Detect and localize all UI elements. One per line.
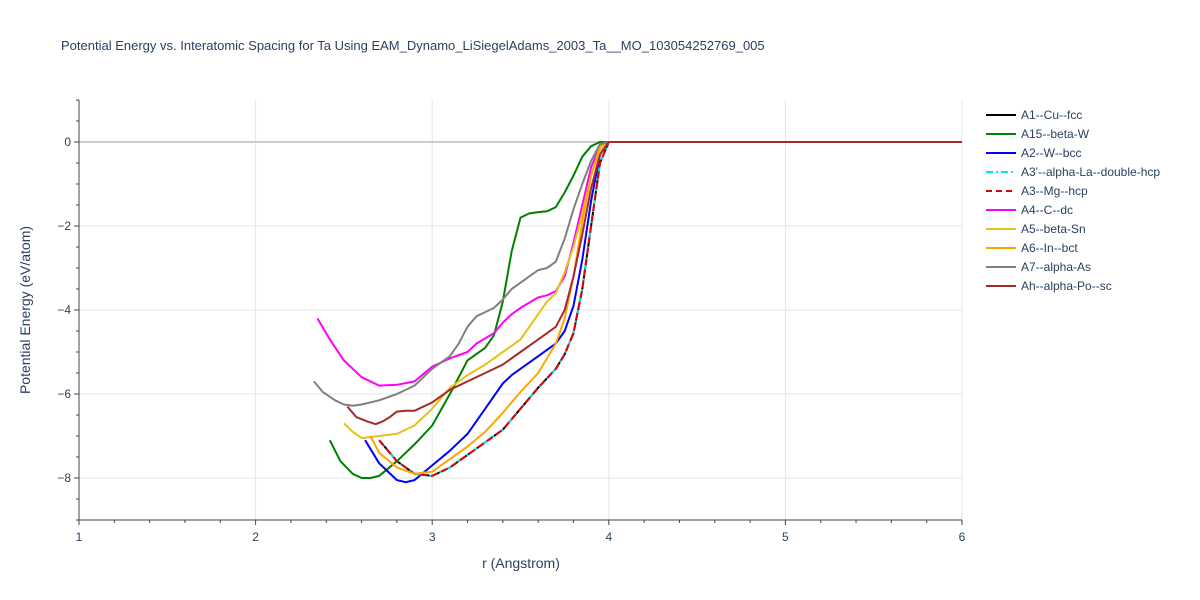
legend-item[interactable]: A3'--alpha-La--double-hcp (986, 165, 1160, 179)
legend-label: A4--C--dc (1021, 203, 1073, 217)
y-tick-label: −6 (57, 387, 71, 401)
series-line-A2--W--bcc (364, 141, 962, 484)
legend-label: A1--Cu--fcc (1021, 108, 1082, 122)
y-axis-title: Potential Energy (eV/atom) (17, 226, 33, 394)
series-line-A3--Mg--hcp (378, 141, 962, 477)
legend-label: A6--In--bct (1021, 241, 1078, 255)
legend-label: A3--Mg--hcp (1021, 184, 1088, 198)
x-axis-title: r (Angstrom) (482, 555, 560, 571)
legend[interactable]: A1--Cu--fcc A15--beta-W A2--W--bcc A3'--alp… (986, 108, 1160, 293)
series-line-A1--Cu--fcc (378, 141, 962, 477)
legend-label: Ah--alpha-Po--sc (1021, 279, 1112, 293)
y-axis-ticks: 0 −2 −4 −6 −8 (57, 135, 71, 485)
legend-item[interactable]: A2--W--bcc (986, 146, 1081, 160)
legend-label: A5--beta-Sn (1021, 222, 1086, 236)
y-tick-label: −4 (57, 303, 71, 317)
x-tick-label: 4 (605, 530, 612, 544)
legend-item[interactable]: A3--Mg--hcp (986, 184, 1088, 198)
x-tick-label: 1 (76, 530, 83, 544)
grid (79, 100, 963, 520)
plot-area (313, 141, 962, 484)
legend-item[interactable]: Ah--alpha-Po--sc (986, 279, 1112, 293)
legend-label: A7--alpha-As (1021, 260, 1091, 274)
series-line-A3'--alpha-La--double-hcp (378, 141, 962, 477)
y-tick-label: −2 (57, 219, 71, 233)
legend-item[interactable]: A4--C--dc (986, 203, 1073, 217)
legend-item[interactable]: A15--beta-W (986, 127, 1090, 141)
series-line-A4--C--dc (316, 141, 962, 387)
series-line-A6--In--bct (369, 141, 962, 475)
x-tick-label: 5 (782, 530, 789, 544)
x-tick-label: 3 (429, 530, 436, 544)
legend-label: A3'--alpha-La--double-hcp (1021, 165, 1160, 179)
x-axis-ticks: 1 2 3 4 5 6 (76, 530, 966, 544)
legend-label: A15--beta-W (1021, 127, 1090, 141)
x-tick-label: 2 (252, 530, 259, 544)
series-line-Ah--alpha-Po--sc (346, 141, 962, 426)
legend-item[interactable]: A6--In--bct (986, 241, 1078, 255)
y-tick-label: −8 (57, 471, 71, 485)
y-tick-label: 0 (64, 135, 71, 149)
series-line-A15--beta-W (328, 141, 962, 479)
legend-item[interactable]: A7--alpha-As (986, 260, 1091, 274)
x-tick-label: 6 (959, 530, 966, 544)
axes (74, 99, 963, 525)
chart-title: Potential Energy vs. Interatomic Spacing… (61, 38, 765, 53)
legend-label: A2--W--bcc (1021, 146, 1081, 160)
series-line-A7--alpha-As (313, 141, 962, 407)
legend-item[interactable]: A5--beta-Sn (986, 222, 1086, 236)
legend-item[interactable]: A1--Cu--fcc (986, 108, 1082, 122)
